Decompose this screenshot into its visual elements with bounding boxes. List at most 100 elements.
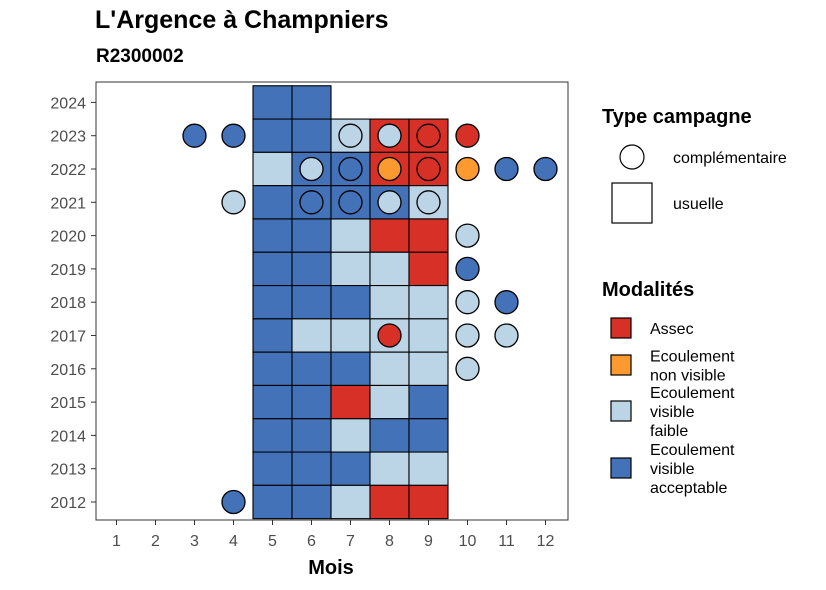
point-2022-11	[494, 156, 519, 182]
tile-2012-8	[369, 484, 410, 520]
tile-2014-9	[408, 418, 449, 453]
legend-type-title: Type campagne	[602, 106, 752, 128]
legend-key-ecoulement-visible-faible	[610, 400, 632, 422]
point-2021-8	[377, 190, 402, 215]
tile-2015-5	[252, 384, 293, 420]
point-2022-12	[533, 156, 558, 182]
tile-2019-7	[330, 251, 371, 287]
x-tick-label: 7	[346, 533, 355, 550]
x-axis: 1 2 3 4 5 6 7 8 9 10 11 12	[112, 520, 555, 550]
y-tick-label: 2020	[50, 229, 86, 246]
tile-2020-9	[408, 218, 449, 253]
legend-circle-key	[619, 144, 645, 170]
point-2022-6	[299, 156, 324, 182]
x-tick-label: 3	[190, 533, 199, 550]
tile-2018-7	[330, 284, 371, 320]
legend-label-ecoulement-visible-faible: Ecoulement	[650, 385, 735, 402]
y-tick-label: 2012	[50, 495, 86, 512]
legend-label-ecoulement-visible-faible: visible	[650, 404, 695, 421]
point-2022-8	[377, 156, 402, 182]
y-tick-label: 2021	[50, 195, 86, 212]
tile-2019-5	[252, 251, 293, 287]
usuelle-tiles	[252, 85, 449, 520]
plot-panel-border	[95, 81, 569, 521]
y-tick-label: 2022	[50, 162, 86, 179]
tile-2023-5	[252, 118, 293, 153]
point-2021-6	[299, 190, 324, 215]
tile-2012-9	[408, 484, 449, 520]
point-2017-8	[377, 323, 402, 348]
legend-key-ecoulement-non-visible	[610, 354, 632, 376]
y-tick-label: 2015	[50, 395, 86, 412]
tile-2021-5	[252, 185, 293, 220]
tile-2013-6	[291, 451, 332, 486]
point-2023-3	[182, 123, 207, 148]
tile-2016-8	[369, 351, 410, 386]
point-2023-8	[377, 123, 402, 148]
y-tick-label: 2014	[50, 428, 86, 445]
tile-2020-5	[252, 218, 293, 253]
legend-type-label-complementaire: complémentaire	[673, 150, 787, 167]
tile-2013-9	[408, 451, 449, 486]
point-2021-4	[221, 190, 246, 215]
tile-2018-9	[408, 284, 449, 320]
tile-2013-7	[330, 451, 371, 486]
legend-square-key	[611, 182, 653, 224]
tile-2017-7	[330, 318, 371, 353]
tile-2017-9	[408, 318, 449, 353]
legend-type-campagne: Type campagne complémentaire usuelle	[602, 106, 787, 224]
x-tick-label: 11	[498, 533, 515, 550]
x-tick-label: 2	[151, 533, 160, 550]
point-2023-9	[416, 123, 441, 148]
point-2021-9	[416, 190, 441, 215]
tile-2019-6	[291, 251, 332, 287]
chart-subtitle: R2300002	[96, 46, 184, 67]
tile-2015-7	[330, 384, 371, 420]
tile-2016-5	[252, 351, 293, 386]
y-axis: 2012 2013 2014 2015 2016 2017 2018 2019 2020 2021…	[50, 95, 96, 512]
point-2021-7	[338, 190, 363, 215]
point-2018-11	[494, 290, 519, 315]
x-tick-label: 1	[112, 533, 121, 550]
tile-2015-9	[408, 384, 449, 420]
tile-2015-6	[291, 384, 332, 420]
x-tick-label: 8	[385, 533, 394, 550]
y-tick-label: 2013	[50, 462, 86, 479]
tile-2014-8	[369, 418, 410, 453]
tile-2016-7	[330, 351, 371, 386]
legend-key-ecoulement-visible-acceptable	[610, 457, 632, 479]
point-2018-10	[455, 290, 480, 315]
x-tick-label: 5	[268, 533, 277, 550]
tile-2023-6	[291, 118, 332, 153]
x-axis-title: Mois	[308, 557, 354, 579]
y-tick-label: 2018	[50, 295, 86, 312]
legend-modalites-title: Modalités	[602, 279, 694, 301]
y-tick-label: 2016	[50, 362, 86, 379]
point-2017-10	[455, 323, 480, 348]
point-2022-7	[338, 156, 363, 182]
tile-2018-8	[369, 284, 410, 320]
complementaire-points	[182, 123, 558, 515]
x-tick-label: 10	[459, 533, 477, 550]
tile-2016-9	[408, 351, 449, 386]
tile-2012-7	[330, 484, 371, 520]
point-2023-7	[338, 123, 363, 148]
legend-key-assec	[610, 317, 632, 339]
point-2023-10	[455, 123, 480, 148]
tile-2014-7	[330, 418, 371, 453]
tile-2012-5	[252, 484, 293, 520]
tile-2024-5	[252, 85, 293, 120]
legend-label-ecoulement-visible-acceptable: visible	[650, 461, 695, 478]
x-tick-label: 4	[229, 533, 238, 550]
legend-label-ecoulement-non-visible: Ecoulement	[650, 349, 735, 366]
y-tick-label: 2023	[50, 129, 86, 146]
chart-title: L'Argence à Champniers	[95, 6, 389, 34]
point-2012-4	[221, 489, 246, 515]
tile-2017-6	[291, 318, 332, 353]
tile-2013-8	[369, 451, 410, 486]
point-2017-11	[494, 323, 519, 348]
tile-2013-5	[252, 451, 293, 486]
legend-label-ecoulement-non-visible: non visible	[650, 368, 726, 385]
x-tick-label: 9	[424, 533, 433, 550]
